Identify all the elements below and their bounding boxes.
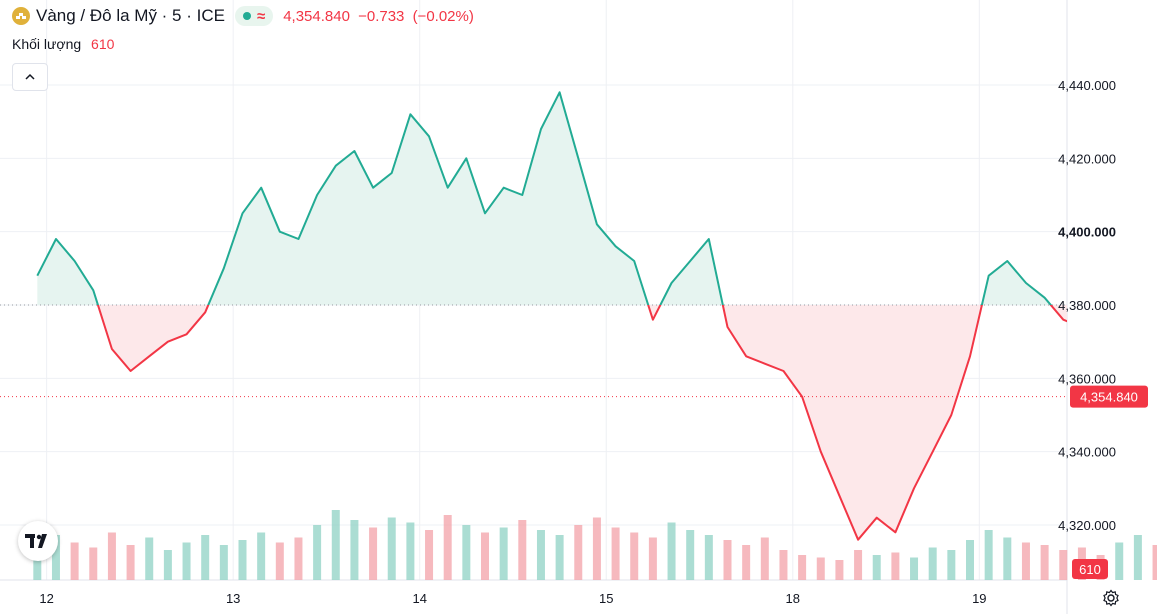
last-price-badge [1070, 385, 1148, 408]
volume-bar [854, 550, 863, 580]
last-volume-badge [1072, 559, 1108, 579]
last-volume-label: 610 [1079, 562, 1101, 577]
volume-bar [107, 532, 116, 580]
volume-bar [1152, 545, 1157, 580]
price-change: −0.733 [358, 7, 405, 25]
x-tick-label: 12 [39, 591, 53, 606]
market-open-icon [242, 12, 251, 20]
volume-bar [294, 537, 303, 580]
volume-bar [630, 532, 639, 580]
y-tick-label: 4,440.000 [1058, 78, 1116, 93]
volume-bar [1115, 542, 1124, 580]
volume-bar [555, 535, 564, 580]
collapse-legend-button[interactable] [12, 63, 48, 91]
y-tick-label: 4,340.000 [1058, 445, 1116, 460]
chart-header: Vàng / Đô la Mỹ · 5 · ICE ≈ 4,354.840 −0… [12, 6, 478, 26]
gear-icon[interactable] [1102, 589, 1120, 607]
volume-bar [443, 515, 452, 580]
volume-bar [518, 520, 527, 580]
x-tick-label: 18 [786, 591, 800, 606]
volume-bar [667, 522, 676, 580]
x-tick-label: 15 [599, 591, 613, 606]
gold-coin-icon [12, 7, 30, 25]
volume-bar [51, 535, 60, 580]
volume-bar [425, 530, 434, 580]
volume-bar [966, 540, 974, 580]
volume-legend[interactable]: Khối lượng 610 [12, 36, 114, 52]
volume-bar [760, 537, 769, 580]
volume-bar [1059, 550, 1068, 580]
volume-bar [219, 545, 228, 580]
x-tick-label: 13 [226, 591, 240, 606]
volume-bar [387, 517, 396, 580]
last-price-label: 4,354.840 [1080, 390, 1138, 405]
volume-bar [1040, 545, 1049, 580]
area-fill-above [37, 92, 1067, 305]
volume-value: 610 [91, 36, 115, 52]
volume-bar [481, 532, 489, 580]
price-line-below [96, 305, 1067, 541]
price-change-pct: (−0.02%) [412, 7, 474, 25]
volume-bar [872, 555, 881, 580]
volume-bar [1021, 542, 1030, 580]
volume-bar [238, 540, 247, 580]
volume-bar [350, 520, 359, 580]
volume-bar [462, 525, 471, 580]
volume-bar [499, 527, 508, 580]
last-price: 4,354.840 [283, 7, 350, 25]
volume-bar [686, 530, 695, 580]
volume-bar [257, 532, 266, 580]
y-tick-label: 4,400.000 [1058, 225, 1116, 240]
volume-bar [275, 542, 284, 580]
tradingview-icon [25, 534, 47, 548]
volume-bar [201, 535, 210, 580]
price-line-above [36, 91, 1053, 305]
volume-bar [928, 547, 937, 580]
volume-bar [406, 522, 415, 580]
volume-bar [126, 545, 135, 580]
y-tick-label: 4,360.000 [1058, 371, 1116, 386]
y-tick-label: 4,380.000 [1058, 298, 1116, 313]
area-fill-below [37, 305, 1067, 540]
volume-bar [145, 537, 154, 580]
volume-bar [574, 525, 583, 580]
volume-bar [798, 555, 807, 580]
volume-bar [369, 527, 378, 580]
volume-bar [70, 542, 79, 580]
volume-bar [89, 547, 98, 580]
volume-bar [910, 557, 919, 580]
volume-bar [816, 557, 825, 580]
y-tick-label: 4,320.000 [1058, 518, 1116, 533]
volume-bar [779, 550, 788, 580]
volume-bar [835, 560, 844, 580]
tradingview-logo[interactable] [18, 521, 58, 561]
x-tick-label: 14 [412, 591, 426, 606]
delayed-data-icon: ≈ [256, 7, 266, 25]
volume-bar [163, 550, 172, 580]
y-tick-label: 4,420.000 [1058, 151, 1116, 166]
market-status-pill[interactable]: ≈ [234, 6, 274, 26]
volume-bar [1133, 535, 1142, 580]
volume-bar [611, 527, 620, 580]
volume-bar [182, 542, 191, 580]
volume-bar [947, 550, 956, 580]
price-summary: 4,354.840 −0.733 (−0.02%) [283, 8, 478, 25]
volume-bar [984, 530, 993, 580]
volume-bar [648, 537, 657, 580]
volume-bar [742, 545, 751, 580]
volume-label: Khối lượng [12, 36, 82, 52]
volume-bar [592, 517, 601, 580]
volume-bar [331, 510, 340, 580]
volume-bar [1003, 537, 1012, 580]
volume-bar [536, 530, 545, 580]
volume-bar [891, 552, 900, 580]
x-tick-label: 19 [972, 591, 986, 606]
chevron-up-icon [25, 73, 35, 80]
volume-bar [723, 540, 732, 580]
symbol-title[interactable]: Vàng / Đô la Mỹ · 5 · ICE [36, 6, 225, 25]
volume-bar [313, 525, 322, 580]
volume-bar [704, 535, 713, 580]
